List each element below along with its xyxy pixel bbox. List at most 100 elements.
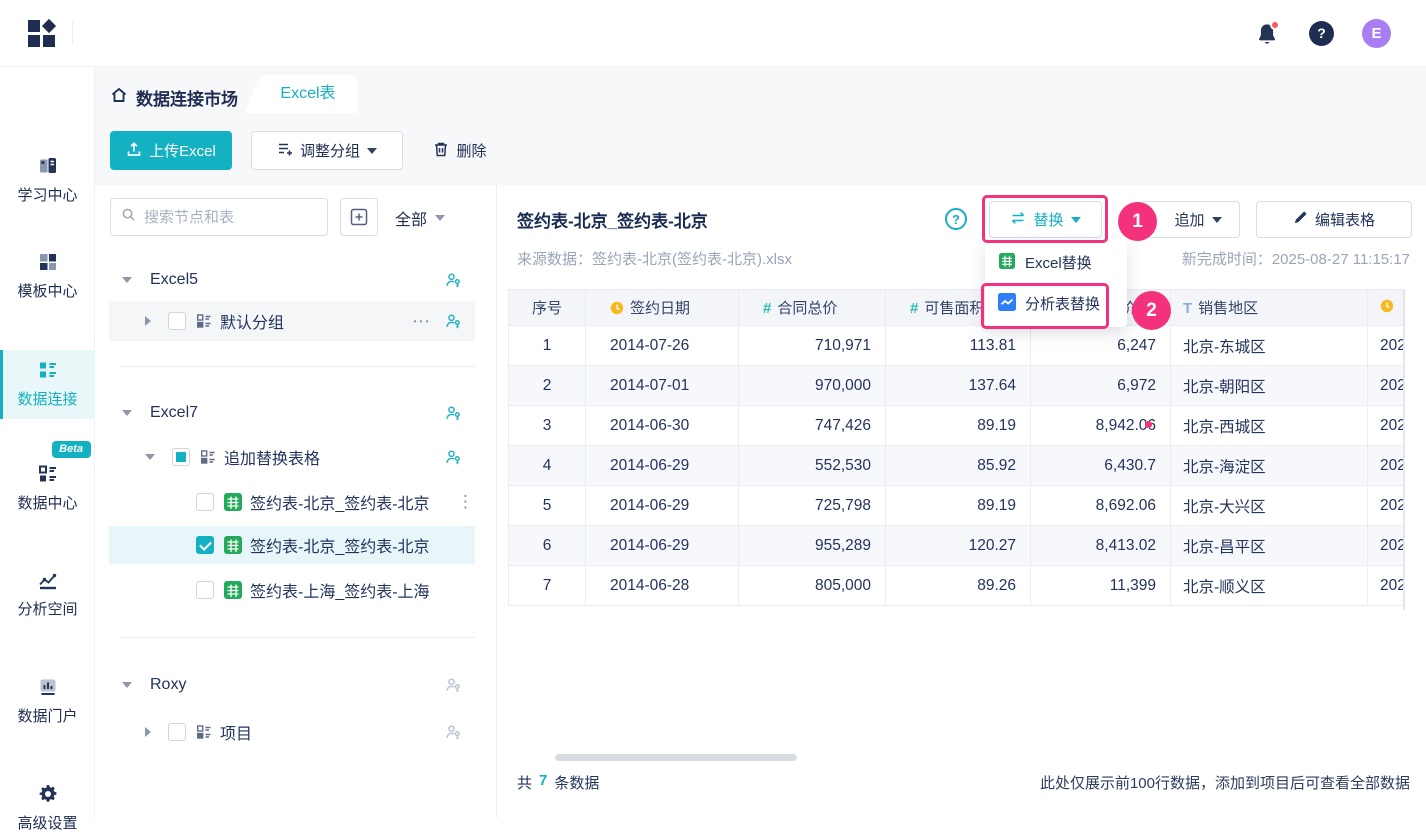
divider (72, 22, 73, 45)
sidebar-item-learning-center[interactable]: 学习中心 (0, 155, 95, 205)
clock-icon (1380, 299, 1394, 317)
adjust-group-button[interactable]: 调整分组 (251, 131, 403, 170)
tree-node-excel5[interactable]: Excel5 (109, 265, 475, 295)
divider (120, 637, 475, 638)
app-logo-icon (28, 18, 57, 47)
col-sales-region[interactable]: T 销售地区 (1170, 289, 1368, 326)
authorize-icon[interactable] (445, 405, 461, 421)
tree-node-roxy[interactable]: Roxy (109, 670, 475, 700)
replace-button[interactable]: 替换 (989, 201, 1102, 238)
sidebar-active-highlight (0, 350, 95, 419)
sidebar-item-label: 数据连接 (17, 391, 78, 408)
filter-dropdown[interactable]: 全部 (395, 206, 446, 230)
sidebar-item-data-portal[interactable]: 数据门户 (0, 676, 95, 726)
collapse-caret-icon[interactable] (145, 727, 151, 737)
checkbox-table-beijing-2[interactable] (196, 536, 214, 554)
sidebar-item-data-center[interactable]: Beta 数据中心 (0, 441, 95, 513)
add-group-button[interactable] (340, 198, 378, 236)
col-index[interactable]: 序号 (508, 289, 586, 326)
upload-excel-button[interactable]: 上传Excel (110, 131, 232, 170)
group-icon (196, 313, 212, 329)
excel-icon (998, 252, 1016, 274)
authorize-icon[interactable] (445, 677, 461, 693)
beta-badge: Beta (52, 441, 91, 458)
help-icon[interactable]: ? (1309, 21, 1334, 46)
edit-table-button[interactable]: 编辑表格 (1256, 201, 1412, 238)
checkbox-default-group[interactable] (168, 312, 186, 330)
top-bar: ? E (0, 0, 1426, 67)
menu-item-excel-replace[interactable]: Excel替换 (985, 242, 1127, 283)
sidebar-item-advanced-settings[interactable]: 高级设置 (0, 783, 95, 833)
clock-icon (610, 301, 624, 319)
search-icon (121, 207, 136, 227)
source-file-name: 签约表-北京(签约表-北京).xlsx (592, 251, 792, 268)
menu-item-analysis-replace[interactable]: 分析表替换 (985, 283, 1127, 324)
hash-icon: # (763, 300, 772, 317)
expand-caret-icon[interactable] (145, 454, 155, 460)
help-circle-icon[interactable]: ? (945, 208, 967, 230)
tree-table-item-beijing-2-selected[interactable]: 签约表-北京_签约表-北京 (109, 526, 475, 564)
tree-group-default[interactable]: 默认分组 ⋯ (109, 301, 475, 341)
col-extra-date[interactable] (1367, 289, 1403, 326)
preview-note: 此处仅展示前100行数据，添加到项目后可查看全部数据 (1039, 775, 1410, 792)
expand-caret-icon[interactable] (122, 410, 132, 416)
expand-caret-icon[interactable] (122, 277, 132, 283)
learning-center-icon (37, 155, 59, 177)
collapse-caret-icon[interactable] (145, 316, 151, 326)
adjust-group-icon (277, 141, 293, 161)
authorize-icon[interactable] (445, 272, 461, 288)
excel-table-icon (223, 580, 243, 600)
checkbox-table-beijing-1[interactable] (196, 493, 214, 511)
col-sign-date[interactable]: 签约日期 (585, 289, 739, 326)
sidebar-item-label: 学习中心 (17, 187, 78, 204)
authorize-icon[interactable] (445, 449, 461, 465)
row-count-status: 共 7 条数据 (517, 772, 600, 792)
append-button[interactable]: 追加 (1140, 201, 1240, 238)
tree-node-excel7[interactable]: Excel7 (109, 398, 475, 428)
update-time: 新完成时间：2025-08-27 11:15:17 (1181, 251, 1410, 268)
home-icon[interactable] (110, 86, 128, 104)
tab-excel[interactable]: Excel表 (245, 75, 358, 113)
table-detail-panel: 签约表-北京_签约表-北京 ? 替换 追加 编辑表格 来源数据：签约表-北京(签… (505, 185, 1426, 818)
more-menu-vertical-icon[interactable]: ⋮ (457, 492, 475, 511)
group-icon (200, 449, 216, 465)
tree-table-item-beijing-1[interactable]: 签约表-北京_签约表-北京 ⋮ (109, 483, 475, 521)
row-count: 7 (539, 772, 548, 789)
pencil-icon (1293, 210, 1308, 229)
checkbox-table-shanghai[interactable] (196, 581, 214, 599)
checkbox-append-replace-group[interactable] (172, 448, 190, 466)
col-total-price[interactable]: # 合同总价 (738, 289, 886, 326)
user-avatar[interactable]: E (1362, 19, 1391, 48)
authorize-icon[interactable] (445, 724, 461, 740)
tree-group-project[interactable]: 项目 (109, 715, 475, 749)
source-data-line: 来源数据：签约表-北京(签约表-北京).xlsx (517, 251, 792, 268)
sidebar-item-label: 数据中心 (17, 495, 78, 512)
tree-table-item-shanghai[interactable]: 签约表-上海_签约表-上海 (109, 571, 475, 609)
template-center-icon (37, 251, 59, 273)
checkbox-project[interactable] (168, 723, 186, 741)
tree-group-append-replace[interactable]: 追加替换表格 (109, 440, 475, 474)
chevron-down-icon (367, 147, 377, 154)
sidebar-item-analysis-space[interactable]: 分析空间 (0, 569, 95, 619)
sidebar-item-label: 模板中心 (17, 283, 78, 300)
more-menu-icon[interactable]: ⋯ (412, 310, 431, 331)
search-input[interactable] (144, 208, 304, 226)
upload-icon (126, 141, 142, 161)
text-type-icon: T (1183, 300, 1193, 317)
sidebar-item-template-center[interactable]: 模板中心 (0, 251, 95, 301)
sidebar-item-label: 分析空间 (17, 601, 78, 618)
vertical-scrollbar-track[interactable] (1403, 289, 1405, 610)
sidebar-item-data-connection[interactable]: 数据连接 (0, 359, 95, 409)
data-connection-icon (37, 359, 59, 381)
table-row: 3 2014-06-30 747,426 89.19 8,942.06 北京-西城区 202 (508, 405, 1403, 446)
chevron-down-icon (435, 215, 446, 221)
horizontal-scrollbar-thumb[interactable] (555, 754, 797, 761)
hash-icon: # (910, 300, 919, 317)
authorize-icon[interactable] (445, 313, 461, 329)
chevron-down-icon (1211, 216, 1222, 223)
expand-caret-icon[interactable] (122, 682, 132, 688)
delete-button[interactable]: 删除 (420, 131, 500, 170)
table-row: 1 2014-07-26 710,971 113.81 6,247 北京-东城区 202 (508, 325, 1403, 366)
